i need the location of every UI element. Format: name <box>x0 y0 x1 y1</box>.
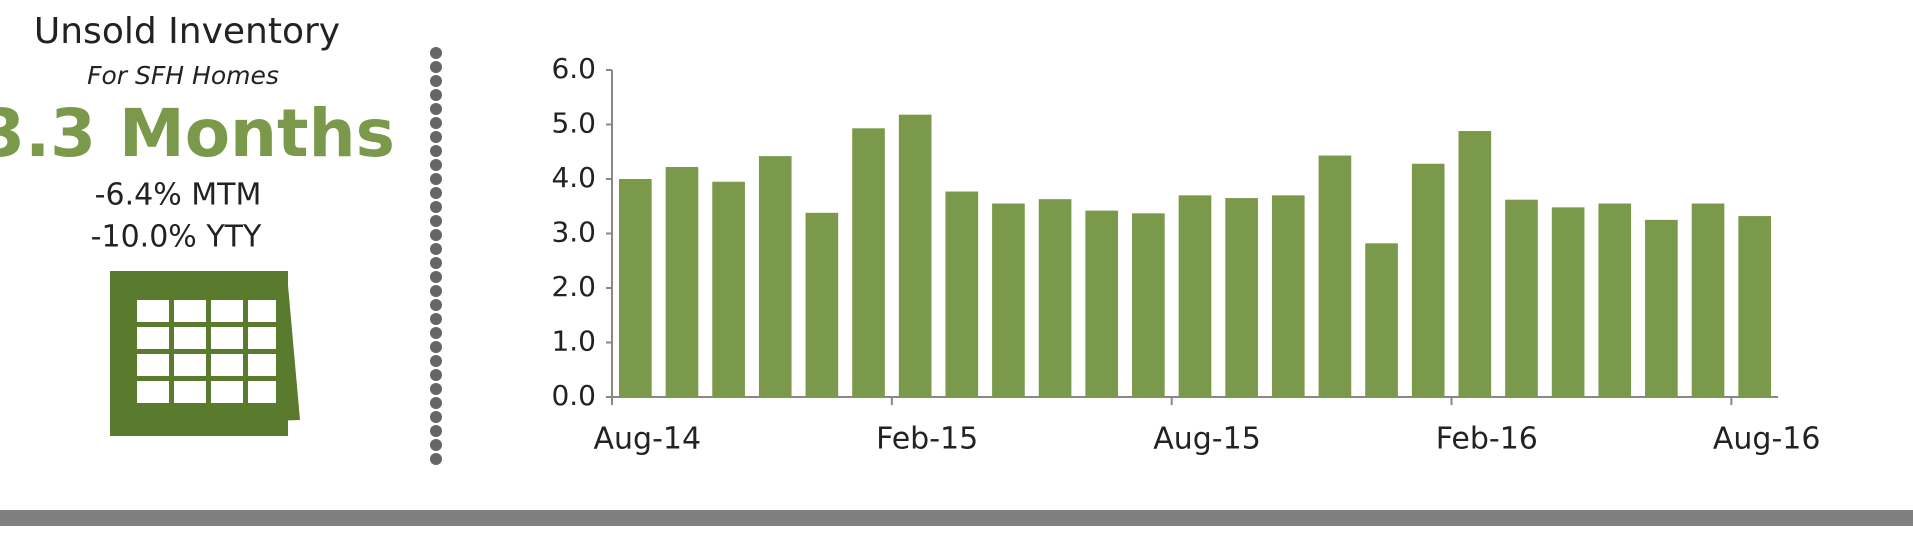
bar <box>805 212 839 397</box>
x-tick-label: Feb-15 <box>876 422 978 457</box>
divider-dot <box>430 313 442 325</box>
bar <box>665 167 699 397</box>
divider-dot <box>430 159 442 171</box>
divider <box>430 47 442 465</box>
x-tick-label: Aug-16 <box>1713 422 1821 457</box>
yty: -10.0% YTY <box>91 220 262 255</box>
bar <box>1598 203 1632 397</box>
divider-dot <box>430 117 442 129</box>
divider-dot <box>430 425 442 437</box>
bar <box>1365 243 1398 397</box>
bar <box>1038 199 1072 397</box>
bar <box>1645 219 1678 397</box>
divider-dot <box>430 173 442 185</box>
divider-dot <box>430 215 442 227</box>
bar <box>1691 203 1725 397</box>
divider-dot <box>430 61 442 73</box>
divider-dot <box>430 453 442 465</box>
mtm: -6.4% MTM <box>95 178 262 213</box>
divider-dot <box>430 411 442 423</box>
y-tick-label: 1.0 <box>551 325 596 358</box>
bar <box>712 181 745 397</box>
bar <box>1178 195 1212 397</box>
divider-dot <box>430 201 442 213</box>
bar <box>1738 216 1772 397</box>
bar <box>1318 155 1352 397</box>
divider-dot <box>430 397 442 409</box>
bar <box>852 128 885 397</box>
bar <box>1411 163 1445 397</box>
y-tick-label: 3.0 <box>551 216 596 249</box>
divider-dot <box>430 75 442 87</box>
divider-dot <box>430 257 442 269</box>
calendar-icon <box>110 271 300 436</box>
y-tick-label: 5.0 <box>551 107 596 140</box>
bar <box>898 114 932 397</box>
footer-bar <box>0 510 1913 526</box>
bar <box>1505 199 1538 397</box>
bar <box>945 191 979 397</box>
divider-dot <box>430 187 442 199</box>
panel-subtitle: For SFH Homes <box>87 61 279 90</box>
bar <box>1085 210 1119 397</box>
divider-dot <box>430 383 442 395</box>
divider-dot <box>430 327 442 339</box>
bar <box>758 156 792 397</box>
divider-dot <box>430 89 442 101</box>
divider-dot <box>430 243 442 255</box>
divider-dot <box>430 341 442 353</box>
bar <box>1551 207 1585 397</box>
bar <box>1132 213 1165 397</box>
bar <box>1225 198 1258 397</box>
headline: 3.3 Months <box>0 95 395 172</box>
y-tick-label: 4.0 <box>551 161 596 194</box>
divider-dot <box>430 369 442 381</box>
divider-dot <box>430 131 442 143</box>
bar <box>1458 131 1492 398</box>
x-tick-label: Aug-15 <box>1153 422 1261 457</box>
divider-dot <box>430 145 442 157</box>
x-tick-label: Feb-16 <box>1436 422 1538 457</box>
y-tick-label: 0.0 <box>551 379 596 412</box>
divider-dot <box>430 229 442 241</box>
divider-dot <box>430 355 442 367</box>
divider-dot <box>430 271 442 283</box>
bar <box>618 179 652 397</box>
bar <box>1271 195 1305 397</box>
y-tick-label: 6.0 <box>551 52 596 85</box>
divider-dot <box>430 103 442 115</box>
divider-dot <box>430 47 442 59</box>
bar <box>992 203 1025 397</box>
x-tick-label: Aug-14 <box>594 422 702 457</box>
panel-title: Unsold Inventory <box>34 11 340 52</box>
y-tick-label: 2.0 <box>551 270 596 303</box>
divider-dot <box>430 439 442 451</box>
divider-dot <box>430 299 442 311</box>
divider-dot <box>430 285 442 297</box>
